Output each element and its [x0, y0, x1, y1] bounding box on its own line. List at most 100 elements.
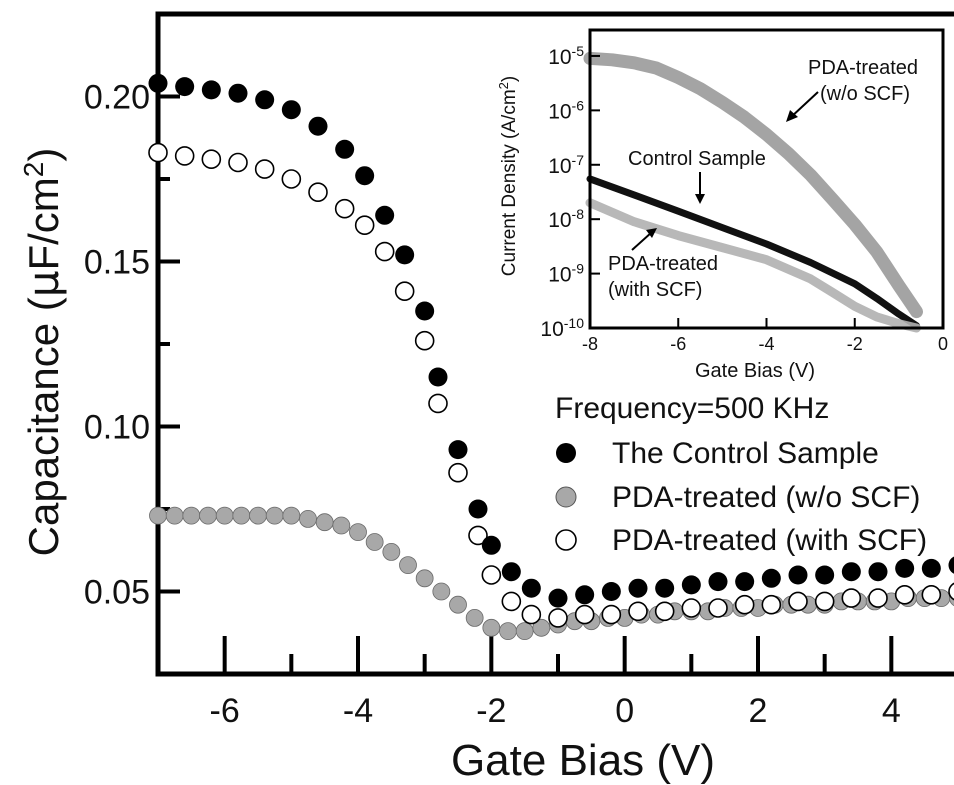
main-y-tick-label: 0.10 [84, 409, 150, 447]
data-point [266, 507, 283, 524]
data-point [922, 559, 941, 578]
data-point [396, 282, 414, 300]
data-point [309, 117, 328, 136]
data-point [149, 144, 167, 162]
data-point [469, 500, 488, 519]
data-point [233, 507, 250, 524]
data-point [576, 606, 594, 624]
data-point [516, 623, 533, 640]
data-point [395, 245, 414, 264]
data-point [335, 140, 354, 159]
data-point [789, 592, 807, 610]
data-point [282, 170, 300, 188]
data-point [150, 507, 167, 524]
data-point [735, 572, 754, 591]
data-point [355, 166, 374, 185]
data-point [483, 619, 500, 636]
main-x-tick-label: -6 [210, 692, 240, 730]
data-point [429, 394, 447, 412]
legend-marker-pda-with-scf [556, 530, 576, 550]
inset-y-axis-label: Current Density (A/cm2) [496, 76, 521, 276]
data-point [149, 74, 168, 93]
data-point [449, 464, 467, 482]
data-point [629, 579, 648, 598]
data-point [602, 606, 620, 624]
inset-x-tick-label: -4 [758, 334, 774, 354]
data-point [482, 536, 501, 555]
data-point [429, 368, 448, 387]
data-point [869, 562, 888, 581]
data-point [709, 599, 727, 617]
data-point [282, 100, 301, 119]
data-point [415, 302, 434, 321]
data-point [575, 585, 594, 604]
legend-label-control: The Control Sample [612, 437, 879, 470]
data-point [366, 534, 383, 551]
main-x-tick-label: 2 [749, 692, 768, 730]
legend-label-pda-wo-scf: PDA-treated (w/o SCF) [612, 481, 920, 514]
inset-x-tick-label: -8 [582, 334, 598, 354]
data-point [736, 596, 754, 614]
data-point [629, 602, 647, 620]
data-point [502, 592, 520, 610]
data-point [200, 507, 217, 524]
data-point [256, 160, 274, 178]
data-point [922, 586, 940, 604]
data-point [762, 596, 780, 614]
data-point [400, 557, 417, 574]
data-point [450, 596, 467, 613]
main-y-tick-label: 0.05 [84, 574, 150, 612]
data-point [842, 589, 860, 607]
data-point [416, 570, 433, 587]
data-point [815, 566, 834, 585]
data-point [176, 147, 194, 165]
data-point [376, 243, 394, 261]
data-point [602, 582, 621, 601]
data-point [466, 609, 483, 626]
data-point [449, 440, 468, 459]
data-point [229, 154, 247, 172]
data-point [356, 216, 374, 234]
data-point [869, 589, 887, 607]
data-point [300, 510, 317, 527]
data-point [482, 566, 500, 584]
data-point [309, 183, 327, 201]
data-point [656, 602, 674, 620]
main-x-tick-label: 4 [882, 692, 901, 730]
inset-x-axis-label: Gate Bias (V) [695, 360, 815, 382]
data-point [522, 606, 540, 624]
data-point [383, 543, 400, 560]
inset-annotation-pda-with-scf-line2: (with SCF) [608, 279, 702, 301]
data-point [255, 90, 274, 109]
main-x-tick-label: 0 [615, 692, 634, 730]
data-point [709, 572, 728, 591]
main-y-axis-label: Capacitance (μF/cm2) [18, 148, 69, 557]
main-x-tick-label: -2 [476, 692, 506, 730]
data-point [842, 562, 861, 581]
main-x-tick-label: -4 [343, 692, 373, 730]
legend-marker-pda-wo-scf [556, 487, 576, 507]
data-point [682, 599, 700, 617]
data-point [183, 507, 200, 524]
data-point [166, 507, 183, 524]
inset-x-tick-label: -6 [670, 334, 686, 354]
data-point [762, 569, 781, 588]
data-point [283, 507, 300, 524]
main-y-tick-label: 0.15 [84, 244, 150, 282]
data-point [655, 579, 674, 598]
data-point [416, 332, 434, 350]
data-point [216, 507, 233, 524]
data-point [896, 586, 914, 604]
data-point [433, 583, 450, 600]
inset-annotation-pda-with-scf-line1: PDA-treated [608, 253, 718, 275]
data-point [816, 592, 834, 610]
data-point [175, 77, 194, 96]
data-point [789, 566, 808, 585]
data-point [502, 562, 521, 581]
legend-marker-control [556, 443, 576, 463]
data-point [350, 524, 367, 541]
inset-x-tick-label: -2 [847, 334, 863, 354]
data-point [549, 589, 568, 608]
data-point [333, 517, 350, 534]
